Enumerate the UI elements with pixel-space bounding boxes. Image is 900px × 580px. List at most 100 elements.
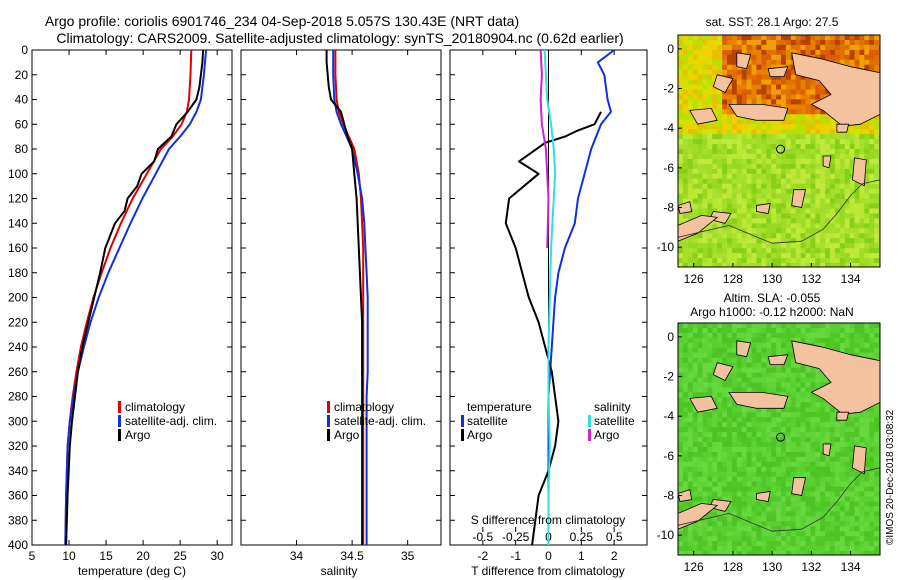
field-cell	[839, 328, 846, 334]
field-cell	[874, 481, 880, 488]
field-cell	[731, 54, 738, 61]
field-cell	[785, 347, 792, 354]
field-cell	[771, 332, 777, 339]
field-cell	[736, 516, 743, 522]
field-cell	[722, 392, 728, 398]
field-cell	[834, 446, 841, 453]
field-cell	[825, 461, 831, 468]
field-cell	[751, 531, 757, 537]
field-cell	[702, 496, 708, 503]
field-cell	[712, 119, 718, 125]
field-cell	[727, 412, 733, 418]
field-cell	[849, 536, 856, 542]
field-cell	[805, 198, 811, 205]
field-cell	[707, 362, 713, 369]
field-cell	[712, 154, 718, 160]
field-cell	[697, 139, 704, 145]
field-cell	[844, 188, 851, 195]
field-cell	[854, 516, 860, 522]
field-cell	[678, 198, 684, 205]
lat-tick-label: 0	[667, 330, 674, 344]
field-cell	[800, 44, 807, 51]
field-cell	[869, 412, 875, 418]
field-cell	[800, 114, 807, 120]
field-cell	[815, 263, 821, 267]
field-cell	[859, 352, 865, 359]
field-cell	[805, 392, 811, 398]
field-cell	[869, 35, 875, 41]
field-cell	[834, 442, 841, 448]
field-cell	[849, 456, 856, 463]
lon-tick-label: 134	[841, 560, 861, 574]
field-cell	[746, 332, 753, 339]
field-cell	[854, 35, 860, 41]
field-cell	[874, 158, 880, 165]
field-cell	[682, 466, 689, 473]
field-cell	[859, 49, 865, 56]
field-cell	[810, 193, 816, 200]
field-cell	[834, 456, 841, 463]
field-cell	[781, 59, 787, 66]
field-cell	[722, 323, 728, 329]
field-cell	[849, 526, 856, 532]
field-cell	[692, 536, 699, 542]
field-cell	[844, 35, 851, 41]
field-cell	[800, 328, 807, 334]
field-cell	[678, 442, 684, 448]
field-cell	[731, 362, 738, 369]
field-cell	[776, 551, 782, 555]
field-cell	[815, 94, 821, 101]
field-cell	[687, 481, 694, 488]
field-cell	[678, 104, 684, 110]
field-cell	[766, 481, 772, 488]
field-cell	[736, 377, 743, 384]
field-cell	[727, 328, 733, 334]
field-cell	[874, 35, 880, 41]
field-cell	[687, 99, 694, 105]
field-cell	[839, 134, 846, 140]
field-cell	[790, 168, 797, 175]
field-cell	[687, 54, 694, 61]
field-cell	[771, 154, 777, 160]
field-cell	[781, 253, 787, 259]
field-cell	[741, 471, 748, 478]
field-cell	[869, 521, 875, 527]
field-cell	[682, 49, 689, 56]
field-cell	[756, 263, 762, 267]
field-cell	[761, 178, 767, 185]
field-cell	[820, 129, 826, 135]
field-cell	[815, 377, 821, 384]
field-cell	[707, 134, 713, 140]
field-cell	[869, 198, 875, 205]
field-cell	[844, 49, 851, 56]
field-cell	[761, 193, 767, 200]
field-cell	[731, 417, 738, 423]
field-cell	[844, 40, 851, 46]
field-cell	[766, 208, 772, 215]
field-cell	[800, 35, 807, 41]
field-cell	[839, 44, 846, 51]
field-cell	[682, 44, 689, 51]
field-cell	[727, 382, 733, 389]
field-cell	[800, 521, 807, 527]
land-mass	[736, 340, 752, 358]
field-cell	[810, 163, 816, 170]
field-cell	[687, 451, 694, 458]
field-cell	[682, 352, 689, 359]
field-cell	[727, 506, 733, 512]
field-cell	[830, 437, 836, 443]
field-cell	[849, 54, 856, 61]
field-cell	[864, 491, 870, 498]
field-cell	[864, 124, 870, 130]
field-cell	[731, 446, 738, 453]
field-cell	[781, 263, 787, 267]
field-cell	[751, 501, 757, 508]
field-cell	[751, 407, 757, 413]
field-cell	[712, 491, 718, 498]
field-cell	[781, 506, 787, 512]
field-cell	[731, 49, 738, 56]
field-cell	[834, 49, 841, 56]
field-cell	[766, 89, 772, 96]
field-cell	[697, 531, 704, 537]
temperature-axes-box	[31, 49, 233, 546]
